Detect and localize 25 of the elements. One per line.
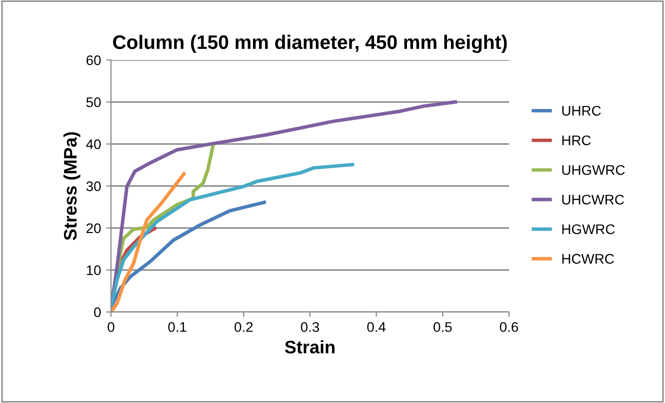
chart-title: Column (150 mm diameter, 450 mm height) (113, 34, 507, 54)
x-tick-label: 0.3 (300, 322, 320, 332)
x-tick-label: 0.2 (234, 322, 253, 332)
y-tick-label: 60 (86, 55, 101, 66)
x-axis-title: Strain (284, 340, 334, 354)
y-tick-label: 20 (86, 223, 101, 234)
legend-label: UHCWRC (562, 194, 624, 205)
x-tick-label: 0.6 (500, 322, 518, 332)
legend-label: HGWRC (562, 224, 615, 234)
x-tick-label: 0.4 (367, 322, 386, 332)
legend-label: HCWRC (562, 254, 614, 264)
legend-label: UHGWRC (562, 165, 625, 175)
x-tick-label: 0 (108, 322, 114, 332)
line-series (111, 162, 354, 309)
y-tick-label: 30 (86, 181, 101, 192)
legend-label: HRC (562, 135, 591, 146)
line-series (111, 172, 186, 312)
y-tick-label: 0 (94, 307, 101, 318)
legend-label: UHRC (562, 106, 601, 116)
y-tick-label: 10 (86, 265, 101, 276)
y-tick-label: 40 (86, 139, 101, 150)
x-tick-label: 0.1 (168, 322, 186, 332)
y-tick-label: 50 (86, 97, 101, 108)
y-axis-title: Stress (MPa) (63, 132, 80, 240)
x-tick-label: 0.5 (434, 322, 452, 332)
